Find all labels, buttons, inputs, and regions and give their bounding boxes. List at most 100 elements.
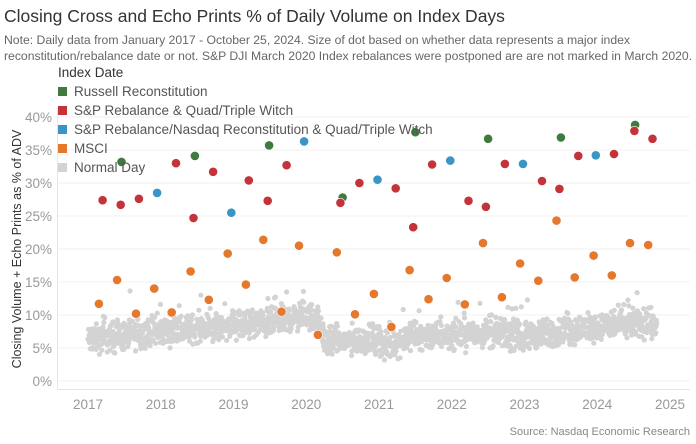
sp-nasdaq-point xyxy=(590,150,601,161)
legend-label: Russell Reconstitution xyxy=(74,84,208,99)
normal-day-point xyxy=(196,307,202,313)
normal-day-point xyxy=(641,337,647,343)
normal-day-point xyxy=(290,321,296,327)
normal-day-point xyxy=(301,299,307,305)
normal-day-point xyxy=(463,350,469,356)
normal-day-point xyxy=(648,304,654,310)
normal-day-point xyxy=(517,321,523,327)
msci-point xyxy=(625,238,635,248)
normal-day-point xyxy=(152,314,158,320)
normal-day-point xyxy=(453,324,459,330)
normal-day-point xyxy=(621,301,627,308)
sp-rebalance-point xyxy=(537,176,547,186)
normal-day-point xyxy=(370,321,376,327)
normal-day-point xyxy=(329,351,335,357)
normal-day-point xyxy=(150,320,157,326)
sp-rebalance-point xyxy=(573,150,584,161)
msci-point xyxy=(166,307,177,318)
legend-item-sp-nasdaq[interactable]: S&P Rebalance/Nasdaq Reconstitution & Qu… xyxy=(58,120,433,139)
legend-item-sp-rebalance[interactable]: S&P Rebalance & Quad/Triple Witch xyxy=(58,101,433,120)
legend-item-russell[interactable]: Russell Reconstitution xyxy=(58,82,433,101)
normal-day-point xyxy=(315,304,321,310)
normal-day-point xyxy=(315,308,321,314)
sp-nasdaq-point xyxy=(445,155,456,166)
normal-day-point xyxy=(418,323,424,329)
normal-day-point xyxy=(101,319,107,325)
normal-day-point xyxy=(100,324,106,330)
normal-day-point xyxy=(518,304,524,310)
normal-day-point xyxy=(157,301,164,307)
normal-day-point xyxy=(438,314,444,320)
normal-day-point xyxy=(599,332,606,338)
normal-day-point xyxy=(493,314,499,320)
russell-point xyxy=(116,156,127,167)
msci-point xyxy=(94,298,104,309)
normal-day-point xyxy=(236,308,242,314)
normal-day-point xyxy=(488,318,494,325)
normal-day-point xyxy=(534,344,540,350)
msci-point xyxy=(240,279,251,290)
sp-rebalance-point xyxy=(554,183,565,194)
normal-day-point xyxy=(309,302,315,308)
normal-day-point xyxy=(198,333,204,339)
normal-day-point xyxy=(249,307,255,313)
normal-day-point xyxy=(233,337,239,343)
y-tick-label: 10% xyxy=(25,308,52,323)
normal-day-point xyxy=(127,288,133,294)
normal-day-point xyxy=(649,336,655,342)
sp-rebalance-point xyxy=(609,149,619,159)
x-tick-label: 2023 xyxy=(509,397,539,412)
msci-point xyxy=(149,283,160,294)
sp-rebalance-point xyxy=(171,158,181,169)
legend: Index Date Russell Reconstitution S&P Re… xyxy=(44,65,433,177)
legend-label: S&P Rebalance/Nasdaq Reconstitution & Qu… xyxy=(74,122,433,137)
msci-point xyxy=(131,308,141,319)
russell-point xyxy=(410,127,421,138)
msci-point xyxy=(368,288,379,299)
normal-day-point xyxy=(192,334,198,340)
normal-day-point xyxy=(479,344,485,351)
msci-point xyxy=(112,275,122,285)
normal-day-point xyxy=(334,323,340,329)
normal-day-point xyxy=(397,355,403,361)
russell-point xyxy=(264,140,274,151)
sp-rebalance-point xyxy=(463,195,474,206)
normal-day-point xyxy=(384,330,390,336)
normal-day-point xyxy=(626,303,632,309)
normal-day-point xyxy=(461,315,468,321)
x-tick-label: 2019 xyxy=(218,397,248,412)
normal-day-point xyxy=(496,321,502,328)
normal-day-point xyxy=(121,346,127,352)
normal-day-point xyxy=(268,309,274,315)
normal-day-point xyxy=(349,320,355,326)
normal-day-point xyxy=(320,324,326,330)
normal-day-point xyxy=(624,335,630,341)
normal-day-point xyxy=(393,348,399,354)
normal-day-point xyxy=(594,335,600,341)
normal-day-point xyxy=(463,343,470,350)
normal-day-point xyxy=(591,340,597,346)
x-tick-label: 2020 xyxy=(291,397,321,412)
normal-day-point xyxy=(227,317,233,323)
msci-point xyxy=(643,240,654,250)
legend-title: Index Date xyxy=(58,65,124,80)
normal-day-point xyxy=(284,289,290,295)
normal-day-point xyxy=(430,341,436,347)
msci-point xyxy=(331,247,342,258)
msci-point xyxy=(423,294,434,305)
legend-item-normal-day[interactable]: Normal Day xyxy=(58,158,433,177)
normal-day-point xyxy=(295,328,301,334)
sp-rebalance-point xyxy=(480,201,491,212)
normal-day-point xyxy=(271,325,277,331)
normal-day-point xyxy=(470,320,476,326)
msci-point xyxy=(222,248,233,259)
normal-day-point xyxy=(544,316,550,322)
legend-swatch xyxy=(58,125,67,134)
normal-day-point xyxy=(293,308,299,314)
normal-day-point xyxy=(505,304,511,310)
normal-day-point xyxy=(378,329,384,335)
msci-point xyxy=(606,270,617,281)
russell-point xyxy=(556,132,566,143)
legend-item-msci[interactable]: MSCI xyxy=(58,139,433,158)
normal-day-point xyxy=(272,294,278,300)
